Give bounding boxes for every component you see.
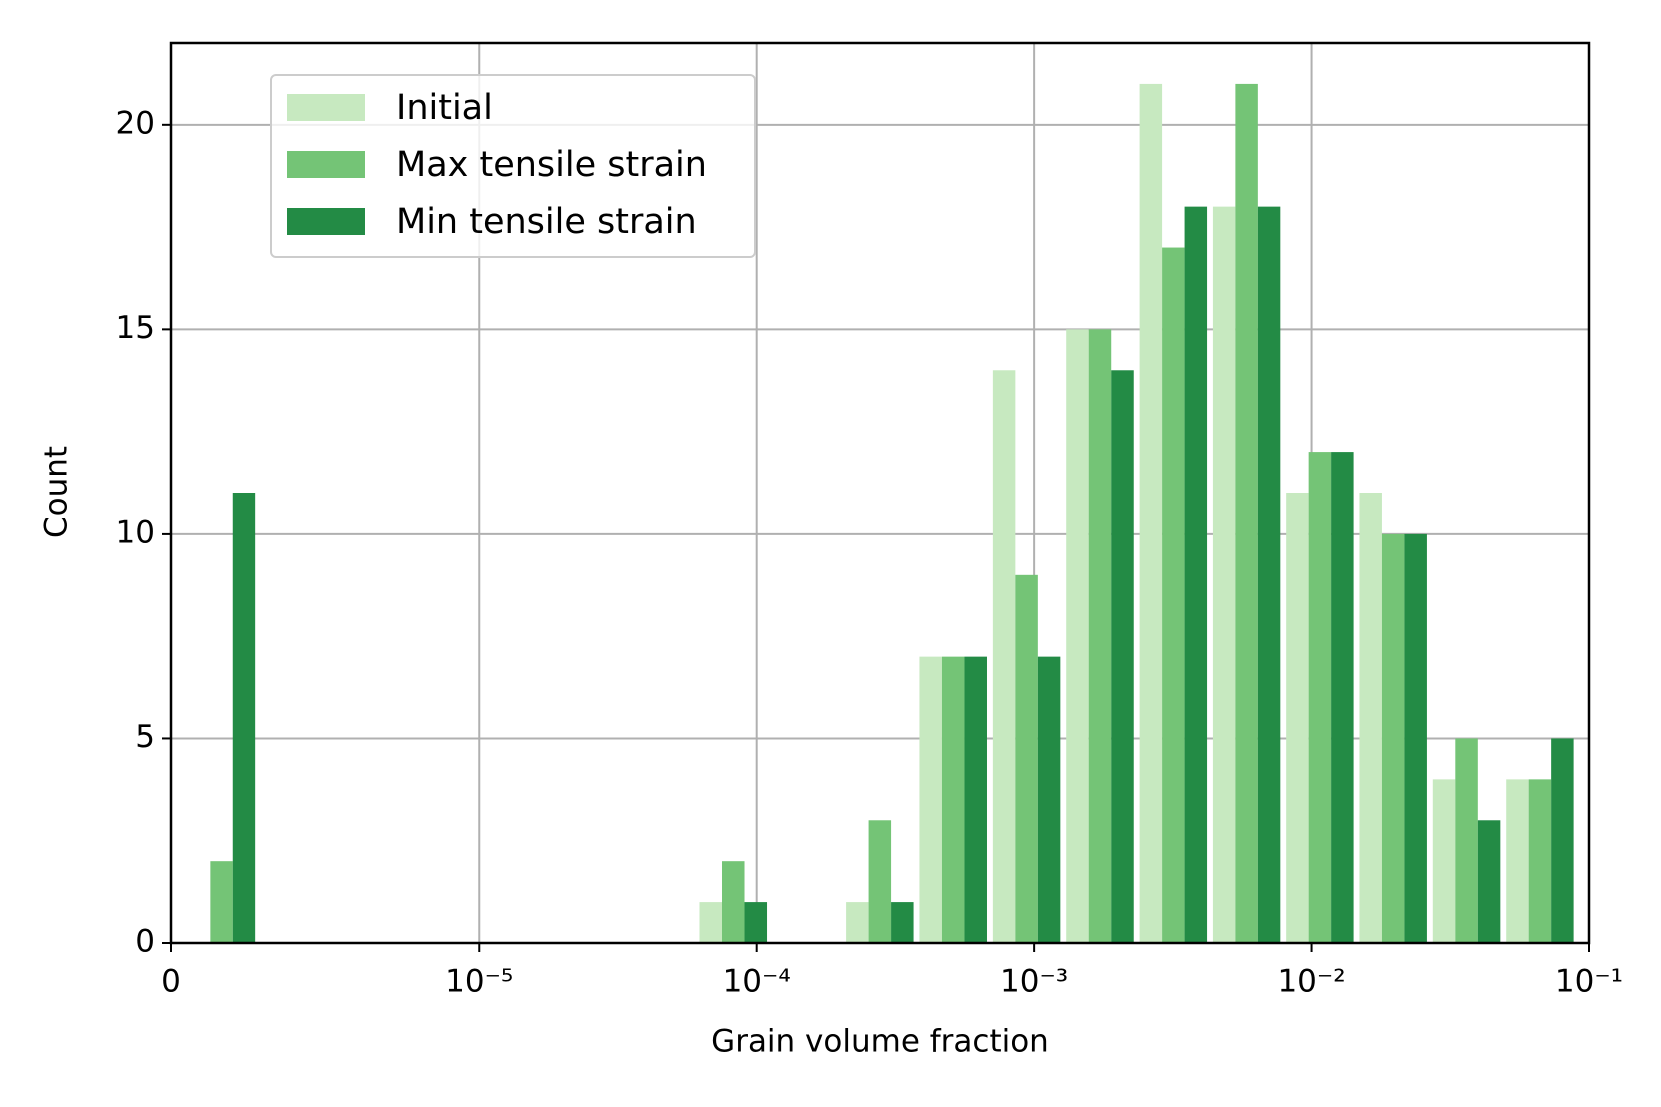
x-tick-label: 0	[161, 964, 181, 1000]
y-tick-label: 0	[135, 924, 155, 960]
bar	[210, 861, 233, 943]
bar	[1381, 533, 1405, 943]
y-tick-label: 10	[116, 514, 155, 550]
y-axis-label: Count	[39, 446, 75, 538]
bar	[1506, 779, 1529, 943]
legend-label: Initial	[396, 88, 493, 128]
bar	[1066, 329, 1089, 943]
bar	[1212, 206, 1236, 944]
bar	[1257, 206, 1281, 944]
x-tick-label: 10⁻⁴	[723, 964, 791, 1000]
bar	[744, 902, 768, 943]
bar	[1088, 329, 1112, 943]
bar	[1551, 738, 1574, 943]
bar	[1235, 83, 1258, 944]
legend-swatch	[287, 208, 365, 235]
bar	[232, 493, 256, 943]
legend-swatch	[287, 94, 365, 121]
y-tick-label: 15	[116, 310, 155, 346]
bar	[1111, 370, 1134, 944]
bar	[1528, 779, 1552, 943]
legend-frame	[270, 74, 756, 258]
x-tick-label: 10⁻²	[1277, 964, 1345, 1000]
bar	[891, 902, 914, 943]
bar	[699, 902, 723, 943]
bar	[1015, 574, 1038, 943]
bar	[868, 820, 892, 943]
bar	[964, 656, 987, 943]
x-tick-label: 10⁻¹	[1555, 964, 1623, 1000]
x-tick-label: 10⁻⁵	[445, 964, 513, 1000]
bar	[1359, 493, 1382, 943]
legend-label: Max tensile strain	[396, 145, 707, 185]
bar	[1477, 820, 1501, 943]
bar	[1184, 206, 1208, 944]
bar	[722, 861, 745, 943]
bar	[846, 902, 869, 943]
bar	[1286, 493, 1309, 943]
bar	[1308, 452, 1332, 943]
bar	[941, 656, 965, 943]
bar	[1432, 779, 1456, 943]
x-axis-label: Grain volume fraction	[711, 1024, 1049, 1060]
plot-frame	[169, 41, 1591, 945]
bar	[1455, 738, 1478, 943]
bar	[1139, 83, 1163, 944]
bar	[1404, 533, 1427, 943]
x-tick-label: 10⁻³	[1000, 964, 1068, 1000]
legend-swatch	[287, 151, 365, 178]
bar	[919, 656, 942, 943]
legend-label: Min tensile strain	[396, 202, 697, 242]
bar	[1331, 452, 1354, 943]
y-tick-label: 20	[116, 105, 155, 141]
bar	[1162, 247, 1185, 943]
y-tick-label: 5	[135, 719, 155, 755]
bar	[1037, 656, 1061, 943]
bar	[992, 370, 1016, 944]
